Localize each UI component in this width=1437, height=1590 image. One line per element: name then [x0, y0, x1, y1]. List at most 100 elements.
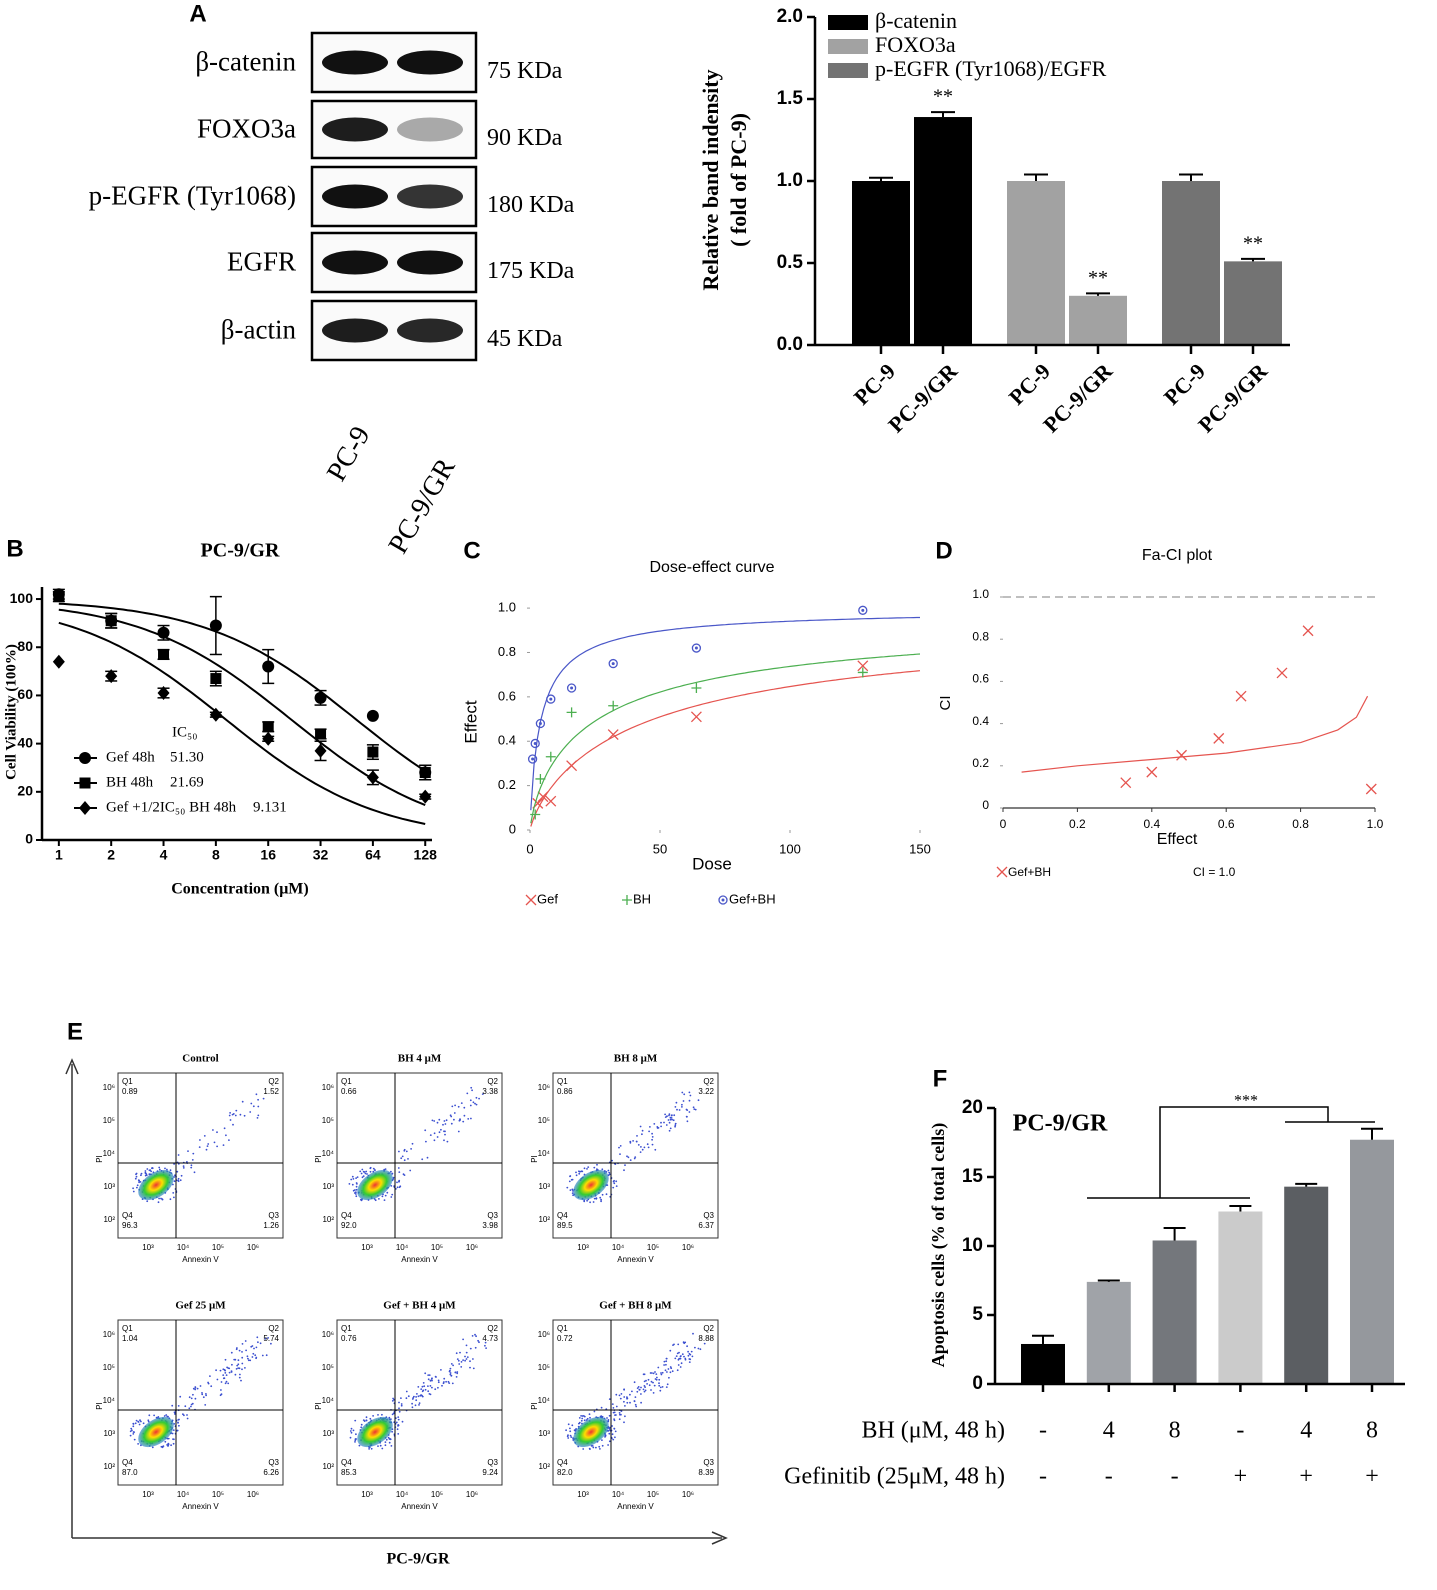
event-dot — [187, 1150, 189, 1152]
y-tick-label: 0.4 — [972, 714, 989, 728]
chart-title: Dose-effect curve — [649, 559, 774, 576]
event-dot — [179, 1179, 182, 1182]
quadrant-name: Q4 — [341, 1458, 352, 1467]
marker — [545, 795, 557, 807]
event-dot — [167, 1437, 170, 1440]
y-tick-label: 10⁴ — [322, 1396, 335, 1405]
y-tick-label: 10⁴ — [322, 1149, 335, 1158]
event-dot — [224, 1358, 227, 1361]
event-dot — [578, 1170, 580, 1173]
event-dot — [694, 1108, 697, 1111]
event-dot — [241, 1343, 244, 1345]
event-dot — [684, 1358, 687, 1361]
event-dot — [440, 1369, 442, 1371]
event-dot — [398, 1171, 401, 1173]
event-dot — [588, 1413, 591, 1416]
event-dot — [207, 1143, 210, 1145]
event-dot — [132, 1431, 135, 1433]
marker-ring — [546, 694, 556, 704]
event-dot — [646, 1143, 649, 1146]
quadrant-value: 1.26 — [263, 1221, 279, 1230]
y-tick-label: 10² — [322, 1462, 334, 1471]
event-dot — [190, 1405, 192, 1408]
event-dot — [193, 1171, 196, 1174]
event-dot — [673, 1114, 676, 1117]
event-dot — [206, 1145, 209, 1147]
event-dot — [652, 1372, 655, 1375]
event-dot — [589, 1416, 591, 1419]
event-dot — [640, 1386, 642, 1389]
event-dot — [182, 1165, 185, 1167]
event-dot — [396, 1428, 399, 1431]
plot-title: BH 4 μM — [398, 1053, 442, 1065]
quadrant-name: Q3 — [268, 1458, 279, 1467]
event-dot — [210, 1385, 213, 1388]
marker-ring — [718, 895, 728, 905]
event-dot — [369, 1170, 372, 1173]
event-dot — [351, 1175, 354, 1178]
x-tick-label: PC-9/GR — [883, 358, 963, 438]
event-dot — [138, 1423, 141, 1426]
event-dot — [661, 1386, 664, 1388]
y-tick-label: 10⁵ — [538, 1363, 550, 1372]
event-dot — [671, 1370, 674, 1373]
event-dot — [586, 1417, 589, 1420]
event-dot — [391, 1400, 394, 1402]
event-dot — [157, 1416, 160, 1418]
event-dot — [173, 1423, 176, 1425]
event-dot — [416, 1393, 418, 1395]
event-dot — [437, 1386, 439, 1389]
y-axis-label: PI — [530, 1155, 539, 1163]
event-dot — [649, 1126, 651, 1128]
marker — [530, 809, 541, 820]
event-dot — [665, 1357, 668, 1360]
event-dot — [583, 1167, 586, 1170]
event-dot — [634, 1156, 637, 1158]
y-tick-label: 0 — [25, 831, 33, 847]
quadrant-value: 3.22 — [698, 1087, 714, 1096]
quadrant-value: 0.76 — [341, 1334, 357, 1343]
x-axis-label: Annexin V — [617, 1502, 654, 1511]
event-dot — [381, 1413, 383, 1416]
y-tick-label: 10² — [538, 1215, 550, 1224]
event-dot — [169, 1169, 172, 1172]
marker-ring — [535, 718, 546, 729]
event-dot — [431, 1377, 433, 1380]
event-dot — [228, 1371, 231, 1374]
y-tick-label: 20 — [962, 1097, 983, 1118]
event-dot — [196, 1387, 199, 1390]
event-dot — [172, 1438, 174, 1440]
event-dot — [129, 1430, 132, 1433]
event-dot — [165, 1414, 168, 1416]
table-cell: - — [1039, 1464, 1047, 1490]
event-dot — [132, 1433, 135, 1435]
event-dot — [431, 1386, 433, 1389]
event-dot — [396, 1186, 399, 1189]
y-tick-label: 10⁴ — [103, 1149, 116, 1158]
quadrant-name: Q3 — [268, 1211, 279, 1220]
event-dot — [656, 1127, 659, 1129]
event-dot — [478, 1097, 480, 1100]
event-dot — [658, 1378, 661, 1381]
blot-band — [397, 250, 463, 275]
x-axis-label: Annexin V — [401, 1502, 438, 1511]
event-dot — [201, 1392, 203, 1394]
bar — [1218, 1211, 1263, 1384]
event-dot — [213, 1141, 216, 1144]
event-dot — [682, 1100, 685, 1102]
x-tick-label: 10⁵ — [431, 1490, 443, 1499]
event-dot — [581, 1415, 584, 1417]
marker-ring — [527, 754, 538, 764]
protein-label: p-EGFR (Tyr1068) — [89, 181, 296, 211]
event-dot — [566, 1186, 569, 1189]
event-dot — [638, 1388, 641, 1391]
event-dot — [658, 1384, 661, 1387]
event-dot — [255, 1093, 258, 1096]
table-cell: 4 — [1300, 1418, 1312, 1444]
event-dot — [403, 1159, 406, 1162]
event-dot — [567, 1434, 569, 1437]
event-dot — [636, 1135, 638, 1137]
y-tick-label: 0.4 — [498, 733, 516, 748]
event-dot — [450, 1122, 453, 1125]
event-dot — [409, 1169, 412, 1172]
